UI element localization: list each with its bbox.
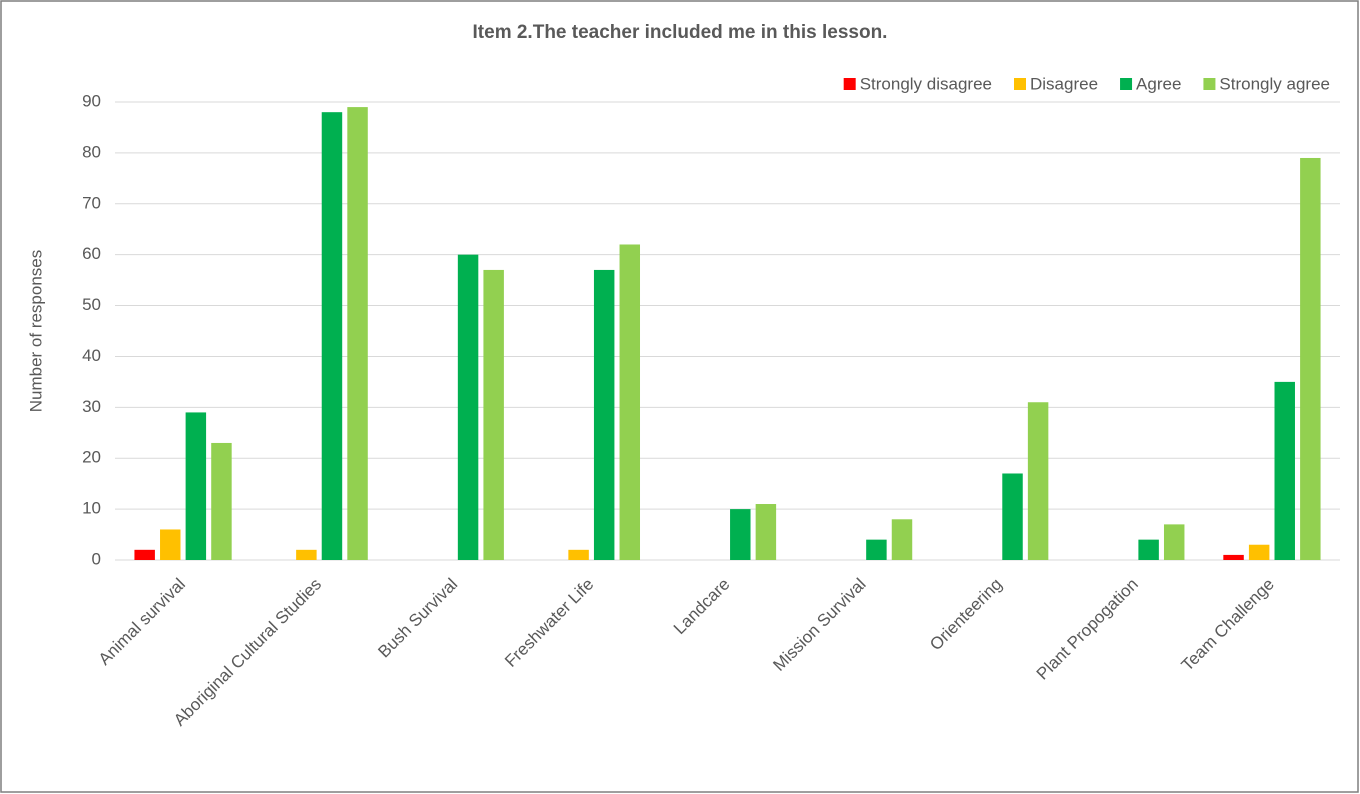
bar	[483, 269, 504, 560]
bar	[619, 244, 641, 560]
y-tick-label: 30	[82, 397, 101, 416]
bar	[1223, 554, 1244, 560]
bar	[134, 549, 155, 560]
bar	[1002, 473, 1023, 560]
bar	[1300, 157, 1321, 560]
bar	[296, 549, 317, 560]
y-tick-label: 60	[82, 244, 101, 263]
y-tick-label: 80	[82, 142, 101, 161]
bar	[160, 529, 181, 560]
y-tick-label: 10	[82, 499, 101, 518]
y-tick-label: 40	[82, 346, 101, 365]
bar	[1248, 544, 1270, 560]
y-tick-label: 20	[82, 448, 101, 467]
bar	[1027, 402, 1049, 560]
legend-label: Strongly disagree	[860, 74, 992, 93]
bar	[866, 539, 887, 560]
bar	[457, 254, 479, 560]
y-tick-label: 0	[92, 549, 101, 568]
legend-swatch	[843, 78, 856, 90]
y-tick-label: 50	[82, 295, 101, 314]
chart-title: Item 2.The teacher included me in this l…	[473, 22, 888, 43]
legend-swatch	[1120, 78, 1133, 90]
bar	[568, 549, 589, 560]
bar	[185, 412, 207, 560]
legend-swatch	[1014, 78, 1026, 90]
y-tick-label: 90	[82, 91, 101, 110]
y-axis-label: Number of responses	[26, 250, 45, 413]
bar	[1274, 381, 1295, 560]
legend-label: Strongly agree	[1219, 74, 1330, 93]
legend-swatch	[1203, 78, 1216, 90]
bar	[347, 107, 368, 560]
bar	[593, 269, 615, 560]
y-tick-label: 70	[82, 193, 101, 212]
bar	[1138, 539, 1159, 560]
bar	[891, 519, 913, 560]
legend-label: Disagree	[1030, 74, 1098, 93]
bar	[730, 509, 751, 560]
bar	[1163, 524, 1185, 560]
bar	[755, 504, 777, 560]
bar	[321, 112, 343, 560]
legend-label: Agree	[1136, 74, 1181, 93]
bar	[211, 442, 232, 560]
